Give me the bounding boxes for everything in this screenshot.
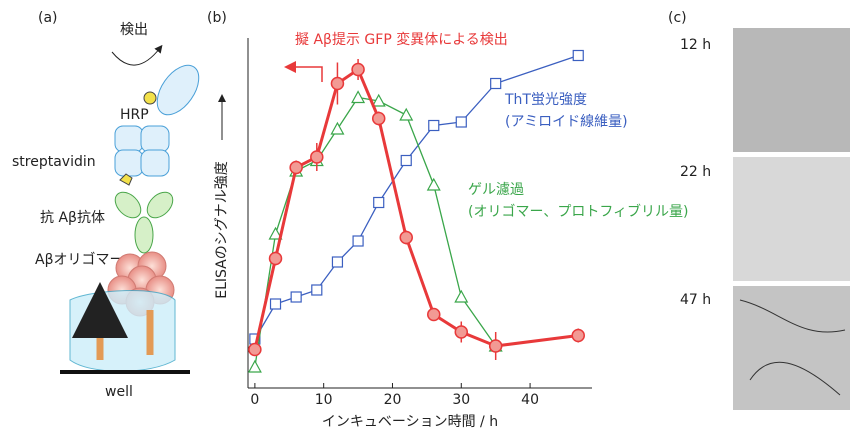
x-tick-label: 30 [452,392,470,408]
point [352,64,364,76]
point [249,361,261,372]
series-label: ゲル濾過 [468,182,524,198]
point [311,151,323,163]
point [332,257,342,267]
point [374,198,384,208]
point [490,340,502,352]
point [429,121,439,131]
time-label: 47 h [680,292,711,308]
time-label: 12 h [680,37,711,53]
series-label: ThT蛍光強度 [504,92,587,108]
point [456,117,466,127]
fibril [70,291,175,372]
label: HRP [120,107,149,123]
panel-a: (a) 検出 HRP streptavidin 抗 Aβ抗体 Aβオリゴマー w… [12,10,207,400]
panel-c: (c) 12 h 22 h 47 h [668,10,850,410]
figure: (a) 検出 HRP streptavidin 抗 Aβ抗体 Aβオリゴマー w… [0,0,850,434]
point [291,292,301,302]
point [352,92,364,103]
tem-image [733,286,850,410]
point [400,232,412,244]
antibody [110,187,177,253]
point [331,78,343,90]
series-note: (アミロイド線維量) [505,114,628,130]
point [373,113,385,125]
point [331,123,343,134]
point [455,326,467,338]
hrp [149,58,207,122]
point [455,291,467,302]
label: well [105,384,133,400]
point [401,156,411,166]
y-axis-label: ELISAのシグナル強度 [214,161,230,299]
x-tick-label: 10 [315,392,333,408]
point [491,79,501,89]
point [290,162,302,174]
time-label: 22 h [680,164,711,180]
x-tick-label: 40 [521,392,539,408]
title-arrow [290,67,322,82]
series-note: (オリゴマー、プロトフィブリル量) [468,203,689,220]
point [249,344,261,356]
streptavidin [115,126,169,176]
detection-arrow [112,48,160,65]
point [428,179,440,190]
point [353,236,363,246]
x-tick-label: 20 [384,392,402,408]
x-tick-label: 0 [250,392,259,408]
point [428,309,440,321]
point [573,51,583,61]
substrate [144,92,156,104]
point [572,330,584,342]
x-axis-label: インキュベーション時間 / h [322,414,498,430]
label: 検出 [120,22,148,38]
point [400,109,412,120]
tem-image [733,28,850,152]
point [312,285,322,295]
panel-letter: (c) [668,10,687,26]
panel-letter: (b) [207,10,227,26]
label: streptavidin [12,154,96,170]
point [271,299,281,309]
panel-letter: (a) [38,10,58,26]
chart-title: 擬 Aβ提示 GFP 変異体による検出 [295,31,508,48]
panel-b: (b) ELISAのシグナル強度 インキュベーション時間 / h 擬 Aβ提示 … [207,10,689,430]
label: 抗 Aβ抗体 [40,210,105,226]
tem-image [733,157,850,281]
point [270,253,282,265]
label: Aβオリゴマー [35,251,124,268]
